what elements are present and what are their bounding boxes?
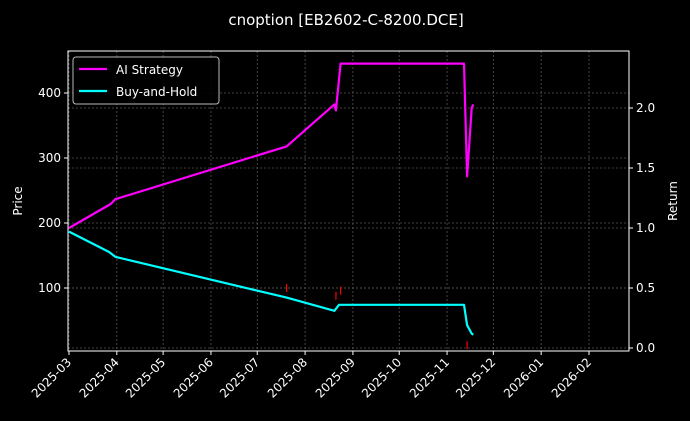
x-tick-label: 2025-08 (265, 355, 310, 400)
y-axis-left: 100 200 300 400 (38, 86, 68, 295)
y-axis-left-label: Price (11, 186, 25, 215)
x-tick-label: 2025-06 (171, 355, 216, 400)
y-axis-right: 0.0 0.5 1.0 1.5 2.0 (629, 101, 655, 355)
legend-label-buy-and-hold: Buy-and-Hold (116, 85, 197, 99)
x-tick-label: 2025-07 (217, 355, 262, 400)
x-tick-label: 2025-04 (77, 355, 122, 400)
series-lines (68, 62, 475, 350)
chart-title: cnoption [EB2602-C-8200.DCE] (228, 11, 463, 29)
x-axis: 2025-03 2025-04 2025-05 2025-06 2025-07 2025-… (29, 351, 594, 401)
y-right-tick-label: 1.0 (636, 221, 655, 235)
series-line (68, 62, 475, 229)
y-left-tick-label: 400 (38, 86, 61, 100)
x-tick-label: 2025-09 (313, 355, 358, 400)
legend: AI Strategy Buy-and-Hold (72, 56, 220, 105)
y-left-tick-label: 100 (38, 281, 61, 295)
x-tick-label: 2025-12 (453, 355, 498, 400)
grid-lines (68, 51, 629, 351)
legend-box (72, 56, 220, 105)
x-tick-label: 2025-11 (407, 355, 452, 400)
y-right-tick-label: 0.5 (636, 281, 655, 295)
plot-frame (67, 50, 630, 352)
x-tick-label: 2026-02 (549, 355, 594, 400)
x-tick-label: 2025-03 (29, 355, 74, 400)
x-tick-label: 2026-01 (501, 355, 546, 400)
y-right-tick-label: 0.0 (636, 341, 655, 355)
legend-label-ai-strategy: AI Strategy (116, 63, 183, 77)
y-left-tick-label: 300 (38, 151, 61, 165)
y-right-tick-label: 1.5 (636, 161, 655, 175)
y-left-tick-label: 200 (38, 216, 61, 230)
y-right-tick-label: 2.0 (636, 101, 655, 115)
y-axis-right-label: Return (666, 181, 680, 221)
x-tick-label: 2025-10 (359, 355, 404, 400)
x-tick-label: 2025-05 (123, 355, 168, 400)
series-line (68, 230, 474, 336)
